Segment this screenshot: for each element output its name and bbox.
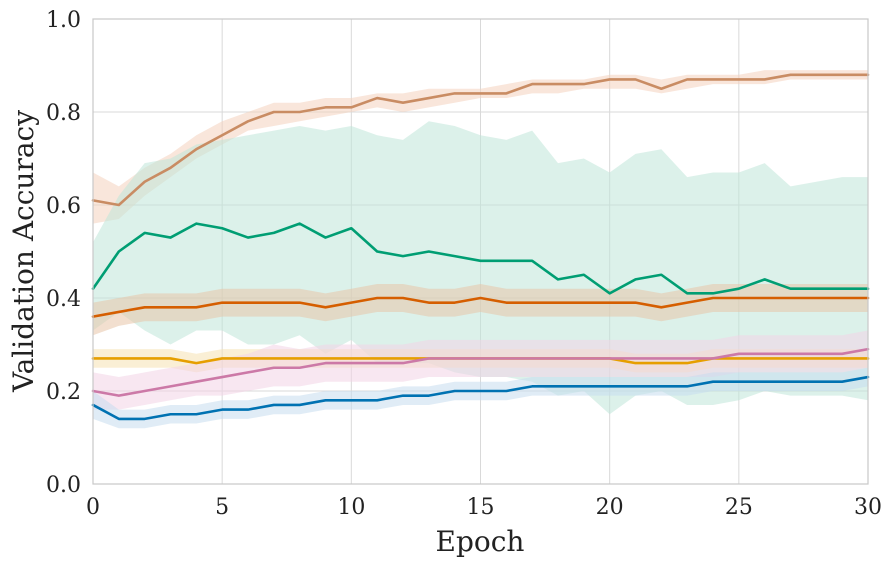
x-tick-label-15: 15	[467, 495, 495, 520]
y-tick-label-0.8: 0.8	[46, 101, 81, 126]
series-green-line	[91, 222, 870, 295]
series-tan-line	[91, 73, 870, 207]
y-tick-label-0.0: 0.0	[46, 473, 81, 498]
series-lines	[91, 73, 870, 421]
x-tick-label-20: 20	[596, 495, 624, 520]
series-blue-line	[91, 375, 870, 421]
x-tick-label-5: 5	[215, 495, 229, 520]
confidence-bands	[93, 70, 868, 429]
y-axis-title: Validation Accuracy	[7, 110, 40, 393]
x-tick-label-25: 25	[725, 495, 753, 520]
x-tick-labels: 0 5 10 15 20 25 30	[86, 495, 882, 520]
x-tick-label-0: 0	[86, 495, 100, 520]
plot-frame	[92, 18, 869, 485]
y-tick-label-0.4: 0.4	[46, 287, 81, 312]
series-pink-band	[93, 330, 868, 410]
series-tan-band	[93, 70, 868, 224]
series-orange-line	[91, 296, 870, 318]
y-tick-label-0.2: 0.2	[46, 380, 81, 405]
series-pink-line	[91, 347, 870, 397]
y-tick-labels: 0.0 0.2 0.4 0.6 0.8 1.0	[46, 8, 81, 498]
x-tick-label-30: 30	[854, 495, 882, 520]
y-tick-label-1.0: 1.0	[46, 8, 81, 33]
series-blue-band	[93, 367, 868, 429]
x-tick-label-10: 10	[337, 495, 365, 520]
x-axis-title: Epoch	[436, 525, 525, 558]
y-tick-label-0.6: 0.6	[46, 194, 81, 219]
series-orange-band	[93, 284, 868, 336]
